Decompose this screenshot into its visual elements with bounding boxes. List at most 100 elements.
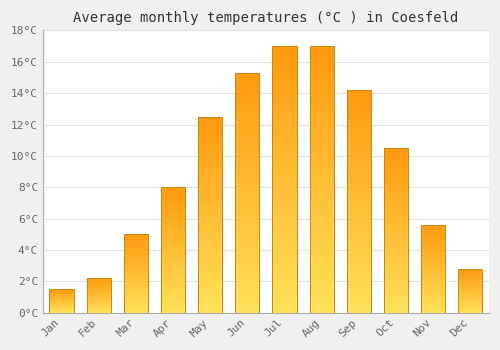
Bar	[198, 303, 222, 305]
Bar	[236, 133, 260, 136]
Bar	[458, 295, 482, 296]
Bar	[198, 264, 222, 266]
Bar	[421, 239, 445, 240]
Bar	[198, 268, 222, 271]
Bar	[198, 298, 222, 300]
Bar	[124, 234, 148, 235]
Bar	[310, 153, 334, 156]
Bar	[86, 278, 111, 279]
Bar	[421, 251, 445, 252]
Bar	[236, 169, 260, 172]
Bar	[198, 170, 222, 173]
Bar	[384, 185, 408, 187]
Bar	[310, 119, 334, 123]
Bar	[198, 175, 222, 178]
Bar	[272, 246, 296, 249]
Bar	[236, 256, 260, 259]
Bar	[421, 238, 445, 239]
Bar	[161, 198, 185, 200]
Bar	[384, 257, 408, 259]
Bar	[272, 90, 296, 93]
Bar	[347, 246, 371, 248]
Bar	[236, 304, 260, 307]
Bar	[161, 222, 185, 223]
Bar	[124, 280, 148, 281]
Bar	[86, 294, 111, 295]
Bar	[86, 295, 111, 296]
Bar	[86, 310, 111, 311]
Bar	[421, 300, 445, 301]
Bar	[124, 248, 148, 249]
Bar	[384, 282, 408, 284]
Bar	[310, 69, 334, 73]
Bar	[86, 290, 111, 291]
Bar	[161, 258, 185, 259]
Bar	[421, 265, 445, 267]
Bar	[421, 233, 445, 235]
Bar	[384, 230, 408, 232]
Bar	[198, 239, 222, 241]
Bar	[347, 148, 371, 151]
Bar	[310, 273, 334, 276]
Bar	[384, 270, 408, 272]
Bar	[347, 118, 371, 121]
Bar	[236, 136, 260, 139]
Bar	[310, 233, 334, 236]
Bar	[198, 121, 222, 124]
Bar	[236, 238, 260, 241]
Bar	[347, 232, 371, 235]
Bar	[124, 293, 148, 294]
Bar	[347, 251, 371, 254]
Bar	[272, 213, 296, 216]
Bar	[236, 220, 260, 223]
Bar	[161, 283, 185, 285]
Bar	[236, 145, 260, 148]
Bar	[384, 199, 408, 202]
Bar	[347, 98, 371, 101]
Bar	[198, 141, 222, 144]
Bar	[347, 268, 371, 271]
Bar	[272, 119, 296, 123]
Bar	[124, 257, 148, 258]
Bar	[458, 305, 482, 306]
Bar	[421, 243, 445, 244]
Bar	[272, 173, 296, 176]
Bar	[86, 287, 111, 288]
Bar	[421, 250, 445, 251]
Bar	[198, 148, 222, 151]
Bar	[421, 296, 445, 297]
Bar	[421, 308, 445, 309]
Bar	[384, 253, 408, 255]
Bar	[310, 163, 334, 166]
Bar	[236, 276, 260, 280]
Bar	[310, 236, 334, 239]
Bar	[272, 153, 296, 156]
Bar	[86, 288, 111, 289]
Bar	[161, 262, 185, 264]
Bar	[272, 223, 296, 226]
Bar	[272, 236, 296, 239]
Bar	[384, 218, 408, 220]
Bar	[198, 119, 222, 121]
Bar	[384, 175, 408, 177]
Bar	[384, 216, 408, 218]
Bar	[161, 288, 185, 289]
Bar	[124, 249, 148, 250]
Bar	[421, 232, 445, 233]
Bar	[347, 212, 371, 215]
Bar	[310, 156, 334, 159]
Bar	[384, 255, 408, 257]
Bar	[86, 305, 111, 306]
Bar	[347, 179, 371, 182]
Bar	[198, 163, 222, 166]
Bar	[384, 148, 408, 150]
Bar	[421, 306, 445, 307]
Bar	[198, 156, 222, 158]
Bar	[198, 215, 222, 217]
Bar	[161, 259, 185, 261]
Bar	[384, 263, 408, 265]
Bar	[124, 309, 148, 310]
Bar	[347, 276, 371, 279]
Bar	[384, 156, 408, 158]
Bar	[347, 107, 371, 110]
